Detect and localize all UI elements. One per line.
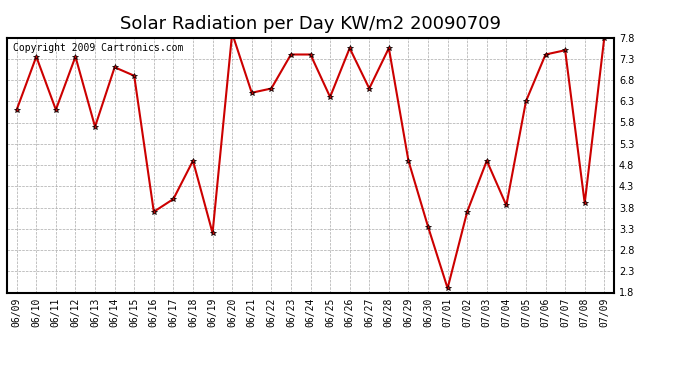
Text: Copyright 2009 Cartronics.com: Copyright 2009 Cartronics.com <box>13 43 184 52</box>
Text: Solar Radiation per Day KW/m2 20090709: Solar Radiation per Day KW/m2 20090709 <box>120 15 501 33</box>
